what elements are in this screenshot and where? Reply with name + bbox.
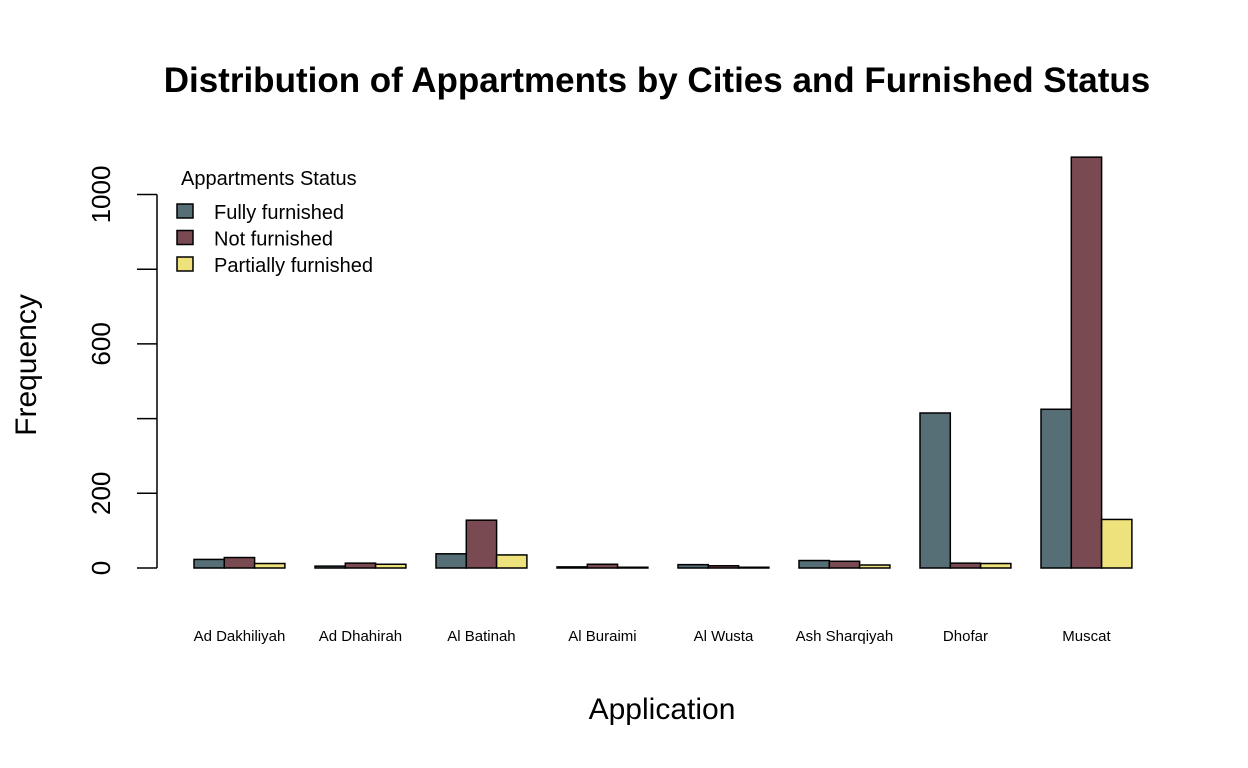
bar-muscat-not-furnished — [1070, 156, 1103, 569]
bar-al-buraimi-fully-furnished — [556, 566, 589, 569]
x-tick-label-ash-sharqiyah: Ash Sharqiyah — [796, 628, 894, 645]
legend-swatch-partially-furnished — [176, 256, 194, 272]
bar-al-batinah-not-furnished — [465, 519, 498, 569]
x-tick-label-al-buraimi: Al Buraimi — [568, 628, 636, 645]
x-tick-label-ad-dakhiliyah: Ad Dakhiliyah — [194, 628, 286, 645]
legend-swatch-fully-furnished — [176, 203, 194, 219]
y-tick-label-200: 200 — [86, 472, 116, 515]
legend-title: Appartments Status — [181, 168, 357, 190]
bar-dhofar-fully-furnished — [919, 412, 952, 569]
x-tick-label-al-batinah: Al Batinah — [447, 628, 515, 645]
bar-al-batinah-fully-furnished — [435, 553, 468, 569]
x-tick-label-al-wusta: Al Wusta — [694, 628, 754, 645]
x-tick-label-muscat: Muscat — [1062, 628, 1111, 645]
legend-label-fully-furnished: Fully furnished — [214, 202, 344, 224]
bar-ad-dhahirah-partially-furnished — [374, 563, 407, 569]
bar-al-wusta-fully-furnished — [677, 563, 710, 569]
x-axis-title: Application — [589, 693, 736, 726]
legend-label-partially-furnished: Partially furnished — [214, 255, 373, 277]
bar-dhofar-partially-furnished — [979, 562, 1012, 569]
bar-muscat-partially-furnished — [1100, 518, 1133, 569]
bar-al-wusta-not-furnished — [707, 565, 740, 569]
y-axis-title: Frequency — [10, 294, 43, 436]
x-tick-label-dhofar: Dhofar — [943, 628, 988, 645]
bar-al-wusta-partially-furnished — [737, 566, 770, 569]
bar-ash-sharqiyah-not-furnished — [828, 560, 861, 569]
bar-muscat-fully-furnished — [1040, 408, 1073, 569]
y-axis: 0 200 600 1000 — [86, 166, 158, 575]
bar-ad-dakhiliyah-not-furnished — [223, 556, 256, 569]
bar-ad-dakhiliyah-fully-furnished — [193, 558, 226, 569]
bar-al-buraimi-partially-furnished — [616, 566, 649, 569]
y-tick-label-1000: 1000 — [86, 166, 116, 224]
bars-group — [193, 156, 1133, 569]
bar-ad-dakhiliyah-partially-furnished — [253, 562, 286, 569]
bar-ash-sharqiyah-partially-furnished — [858, 564, 891, 569]
y-tick-label-600: 600 — [86, 322, 116, 365]
bar-dhofar-not-furnished — [949, 562, 982, 569]
y-tick-label-0: 0 — [86, 561, 116, 575]
category-labels: Ad Dakhiliyah Ad Dhahirah Al Batinah Al Bur… — [194, 628, 1112, 645]
bar-al-batinah-partially-furnished — [495, 554, 528, 569]
legend: Appartments Status Fully furnished Not fu… — [176, 168, 373, 277]
bar-ad-dhahirah-fully-furnished — [314, 565, 347, 569]
legend-label-not-furnished: Not furnished — [214, 229, 333, 251]
bar-ash-sharqiyah-fully-furnished — [798, 559, 831, 569]
legend-swatch-not-furnished — [176, 229, 194, 246]
chart-title: Distribution of Appartments by Cities an… — [164, 61, 1151, 100]
bar-al-buraimi-not-furnished — [586, 563, 619, 569]
x-tick-label-ad-dhahirah: Ad Dhahirah — [319, 628, 402, 645]
bar-ad-dhahirah-not-furnished — [344, 562, 377, 569]
